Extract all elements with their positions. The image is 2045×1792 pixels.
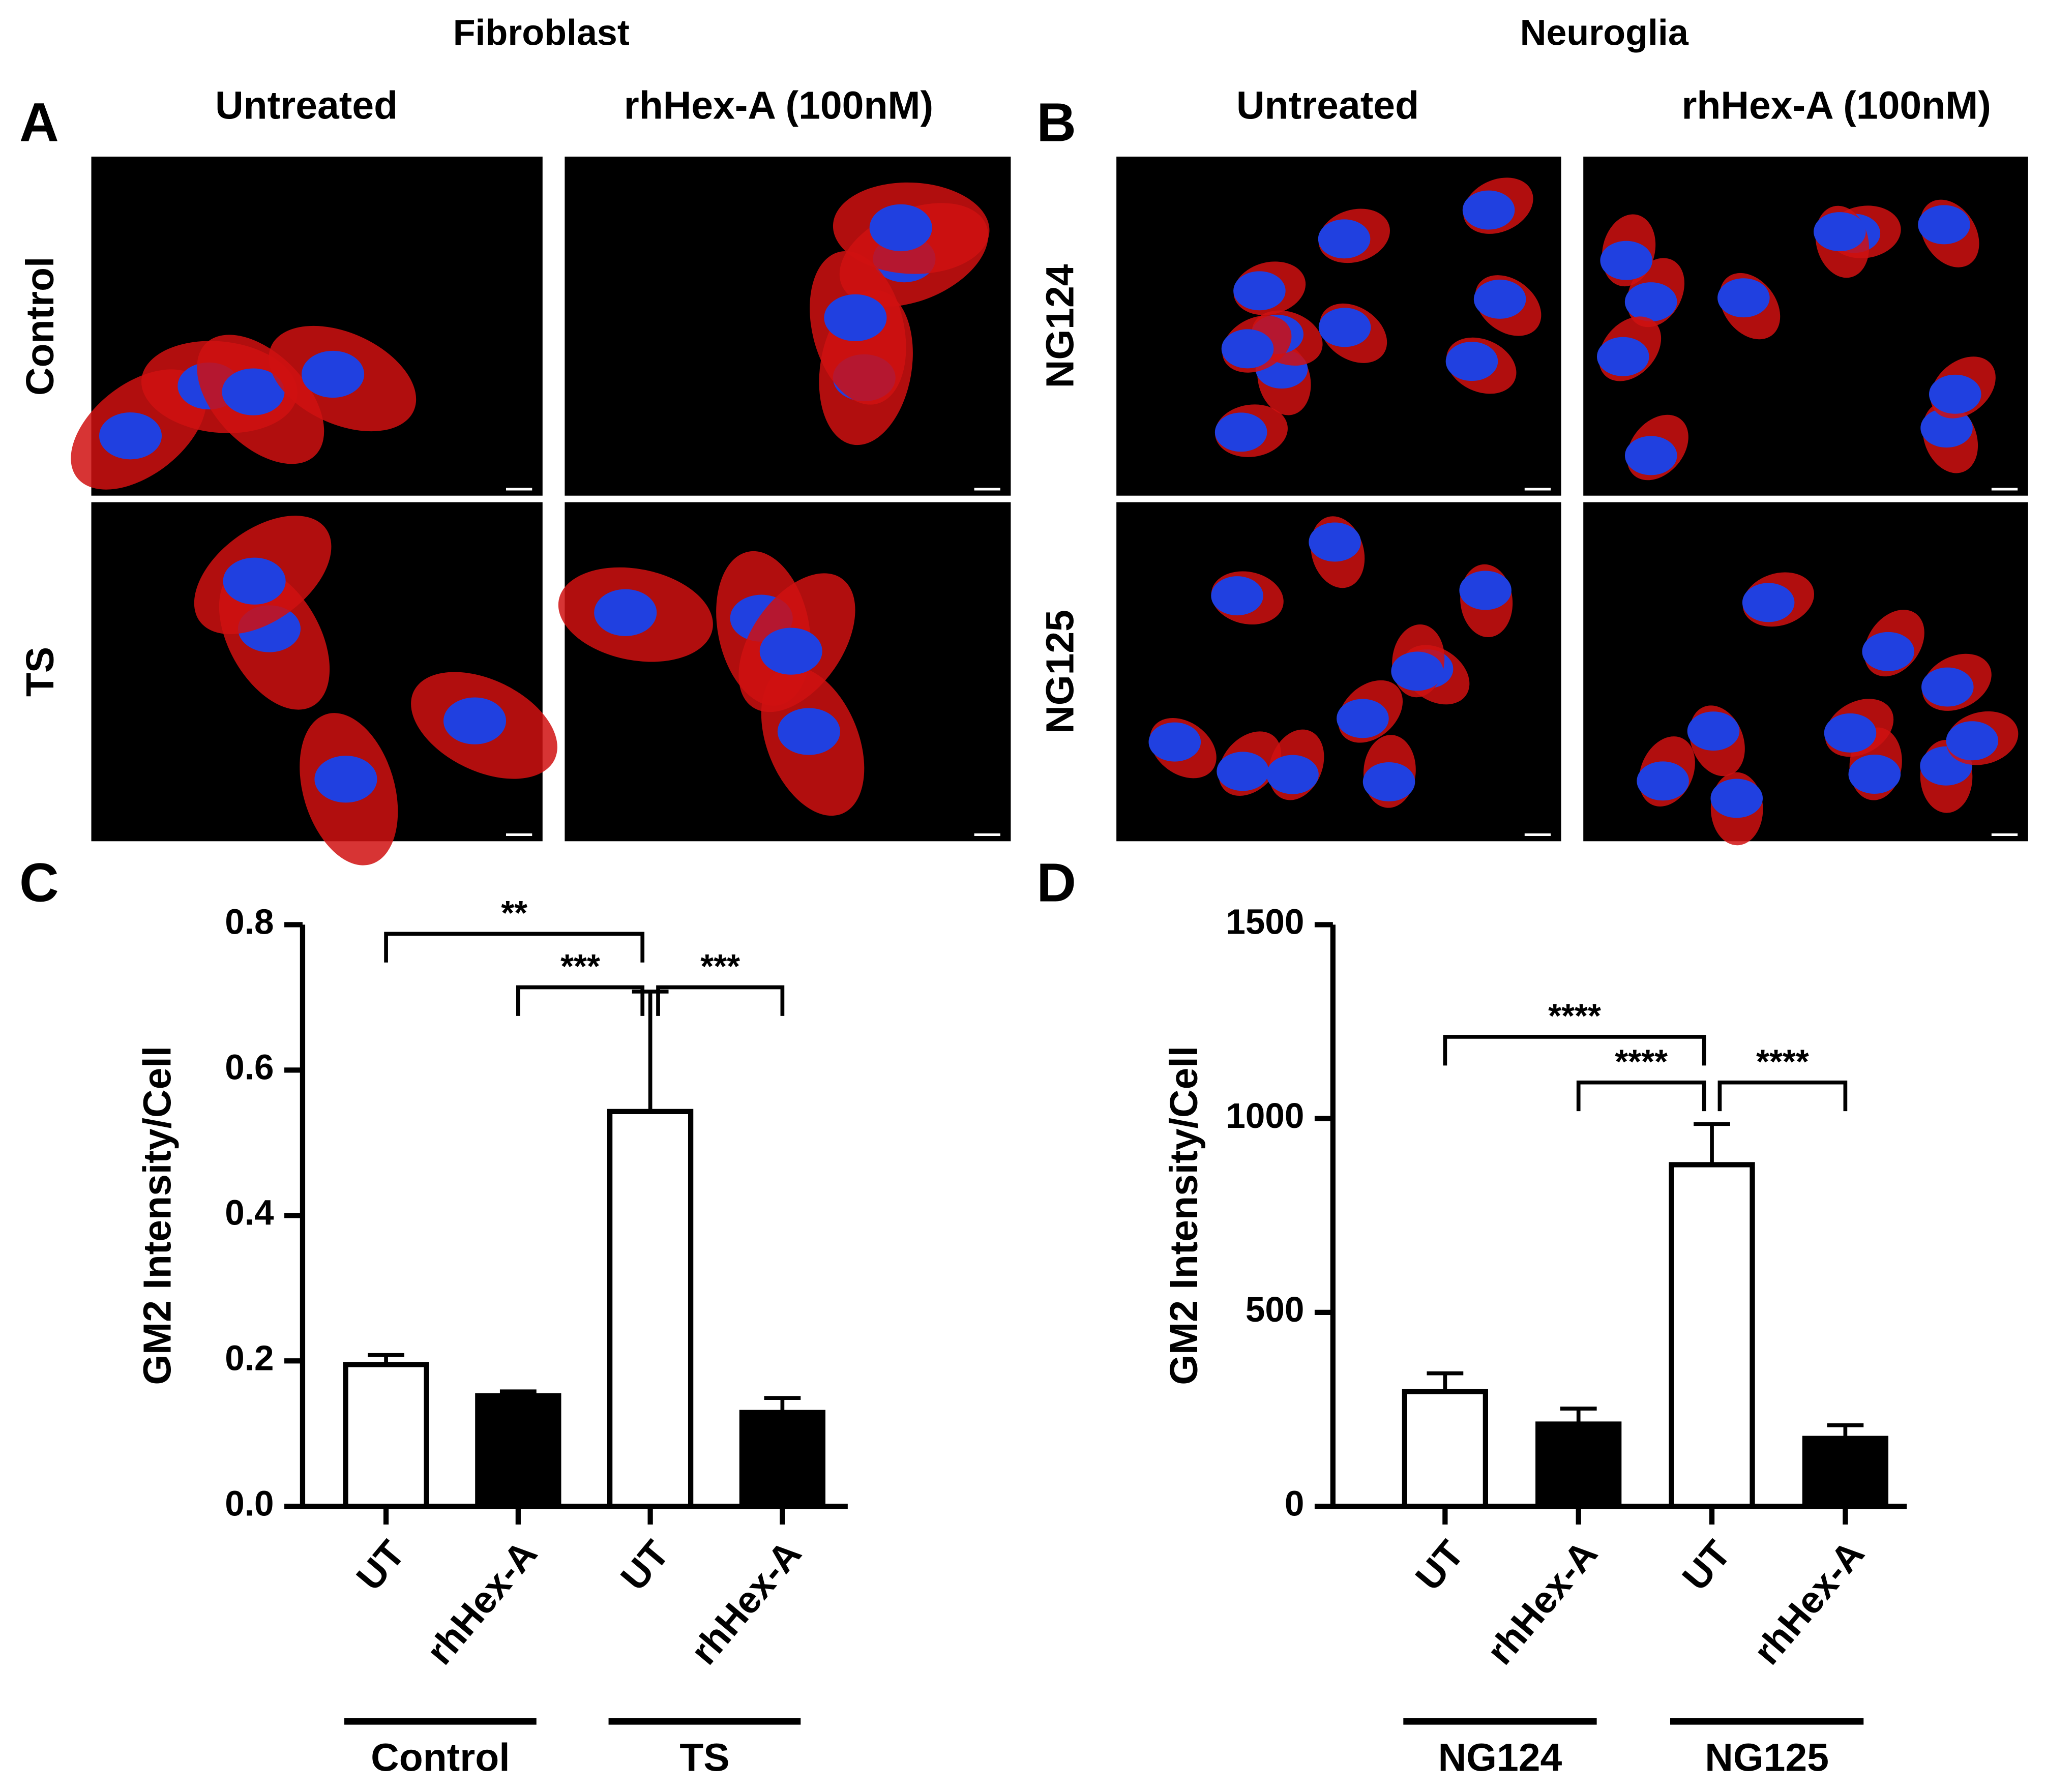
y-tick-label: 500 bbox=[1246, 1290, 1305, 1329]
nucleus bbox=[1148, 722, 1201, 762]
y-tick-label: 0.8 bbox=[225, 902, 274, 942]
panel-letter: D bbox=[1036, 852, 1076, 913]
nucleus bbox=[1391, 651, 1443, 691]
nucleus bbox=[1473, 279, 1526, 319]
nucleus bbox=[1921, 667, 1974, 707]
nucleus bbox=[1459, 571, 1511, 610]
y-axis-label: GM2 Intensity/Cell bbox=[136, 1046, 180, 1385]
nucleus bbox=[1211, 576, 1263, 616]
col-header: rhHex-A (100nM) bbox=[1682, 83, 1991, 127]
nucleus bbox=[1309, 522, 1361, 562]
y-axis-label: GM2 Intensity/Cell bbox=[1162, 1046, 1206, 1385]
significance-label: ** bbox=[501, 894, 527, 932]
nucleus bbox=[1445, 342, 1498, 381]
bar bbox=[1669, 1162, 1755, 1509]
significance-label: *** bbox=[560, 948, 600, 985]
row-label: NG125 bbox=[1038, 610, 1082, 734]
row-label: Control bbox=[18, 257, 62, 396]
nucleus bbox=[869, 204, 932, 252]
nucleus bbox=[1929, 374, 1981, 414]
significance-label: **** bbox=[1548, 998, 1601, 1035]
y-tick-label: 0.2 bbox=[225, 1338, 274, 1378]
significance-label: **** bbox=[1756, 1043, 1809, 1081]
y-tick-label: 0.0 bbox=[225, 1483, 274, 1523]
group-label: Control bbox=[371, 1736, 510, 1780]
nucleus bbox=[777, 708, 840, 755]
nucleus bbox=[1946, 721, 1999, 761]
panel-letter: B bbox=[1036, 92, 1076, 153]
bar bbox=[1535, 1421, 1622, 1509]
nucleus bbox=[1214, 412, 1267, 452]
bar bbox=[1802, 1436, 1889, 1509]
nucleus bbox=[443, 697, 507, 744]
nucleus bbox=[1600, 241, 1652, 280]
nucleus bbox=[824, 294, 887, 342]
nucleus bbox=[1596, 337, 1649, 376]
nucleus bbox=[99, 412, 162, 460]
nucleus bbox=[1918, 205, 1970, 245]
y-tick-label: 1000 bbox=[1226, 1096, 1304, 1136]
row-label: TS bbox=[18, 647, 62, 697]
micrographs bbox=[71, 156, 2028, 865]
nucleus bbox=[1233, 271, 1286, 311]
nucleus bbox=[223, 557, 286, 605]
significance-bracket bbox=[1717, 1080, 1848, 1112]
y-tick-label: 0.6 bbox=[225, 1048, 274, 1087]
col-header: Untreated bbox=[1236, 83, 1419, 127]
nucleus bbox=[1462, 190, 1515, 230]
bar bbox=[739, 1410, 826, 1509]
nucleus bbox=[314, 756, 377, 803]
significance-bracket bbox=[516, 985, 645, 1016]
nucleus bbox=[1318, 308, 1371, 347]
significance-bracket bbox=[656, 985, 785, 1016]
nucleus bbox=[302, 350, 365, 398]
nucleus bbox=[1217, 752, 1269, 791]
group-label: TS bbox=[679, 1736, 729, 1780]
nucleus bbox=[1862, 632, 1914, 671]
group-label: NG124 bbox=[1438, 1736, 1562, 1780]
nucleus bbox=[1637, 761, 1689, 801]
bar bbox=[607, 1109, 694, 1509]
significance-bracket bbox=[1576, 1080, 1706, 1112]
nucleus bbox=[1814, 212, 1866, 252]
col-header: rhHex-A (100nM) bbox=[624, 83, 933, 127]
significance-bracket bbox=[384, 932, 645, 963]
col-header: Untreated bbox=[215, 83, 398, 127]
bar bbox=[343, 1362, 429, 1509]
nucleus bbox=[594, 589, 657, 636]
nucleus bbox=[1266, 755, 1319, 794]
nucleus bbox=[1848, 755, 1901, 794]
nucleus bbox=[1742, 583, 1795, 622]
nucleus bbox=[1362, 762, 1415, 801]
panel-letter: A bbox=[19, 92, 59, 153]
row-label: NG124 bbox=[1038, 264, 1082, 388]
nucleus bbox=[1624, 282, 1677, 322]
nucleus bbox=[1687, 711, 1740, 751]
significance-label: **** bbox=[1615, 1043, 1668, 1081]
nucleus bbox=[1624, 436, 1677, 475]
significance-bracket bbox=[1443, 1035, 1706, 1066]
nucleus bbox=[1337, 699, 1389, 738]
group-label: NG125 bbox=[1705, 1736, 1829, 1780]
nucleus bbox=[1318, 219, 1371, 259]
nucleus bbox=[1824, 713, 1877, 753]
nucleus bbox=[1717, 278, 1770, 318]
nucleus bbox=[1221, 329, 1274, 369]
panel-letter: C bbox=[19, 852, 59, 913]
bar bbox=[475, 1393, 561, 1509]
y-tick-label: 1500 bbox=[1226, 902, 1304, 942]
col-group: Fibroblast bbox=[453, 12, 630, 53]
significance-label: *** bbox=[700, 948, 740, 985]
nucleus bbox=[759, 628, 822, 675]
y-tick-label: 0.4 bbox=[225, 1193, 274, 1233]
nucleus bbox=[1920, 408, 1973, 448]
col-group: Neuroglia bbox=[1520, 12, 1689, 53]
nucleus bbox=[222, 368, 285, 415]
y-tick-label: 0 bbox=[1285, 1483, 1305, 1523]
nucleus bbox=[1710, 779, 1763, 818]
bar bbox=[1402, 1389, 1488, 1509]
